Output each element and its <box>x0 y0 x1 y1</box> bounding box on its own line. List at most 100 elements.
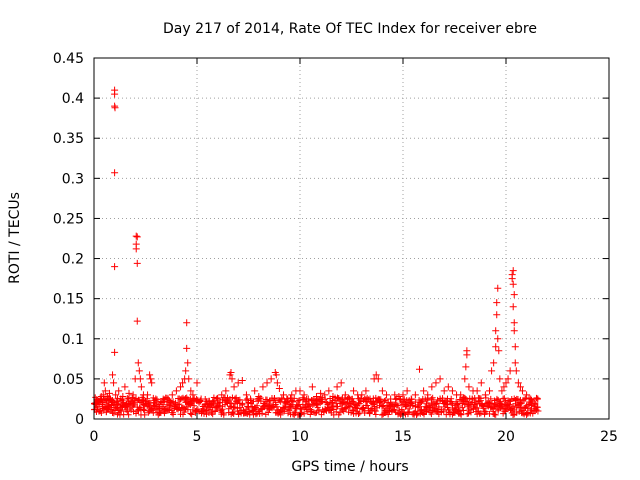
x-tick-label: 10 <box>291 429 309 445</box>
data-point <box>132 245 140 253</box>
data-point <box>222 387 230 395</box>
data-point <box>100 379 108 387</box>
data-point <box>509 303 517 311</box>
data-point <box>242 391 250 399</box>
noise-point <box>487 395 494 402</box>
noise-point <box>219 406 226 413</box>
data-point <box>333 383 341 391</box>
data-point <box>273 379 281 387</box>
data-point <box>234 379 242 387</box>
data-point <box>148 379 156 387</box>
noise-band <box>91 394 541 418</box>
noise-point <box>281 405 288 412</box>
noise-point <box>455 402 462 409</box>
noise-point <box>254 402 261 409</box>
noise-point <box>528 396 535 403</box>
noise-point <box>197 398 204 405</box>
data-point <box>187 387 195 395</box>
noise-point <box>477 395 484 402</box>
data-point <box>304 395 312 403</box>
y-tick-label: 0.1 <box>62 332 84 348</box>
data-point <box>284 395 292 403</box>
noise-point <box>301 410 308 417</box>
data-point <box>506 367 514 375</box>
noise-point <box>341 405 348 412</box>
data-point <box>514 379 522 387</box>
data-point <box>296 387 304 395</box>
noise-point <box>234 408 241 415</box>
noise-point <box>245 404 252 411</box>
data-point <box>160 397 168 405</box>
data-point <box>218 391 226 399</box>
data-point <box>463 347 471 355</box>
noise-point <box>103 409 110 416</box>
data-point <box>516 383 524 391</box>
data-point <box>362 387 370 395</box>
data-point <box>493 311 501 319</box>
data-point <box>465 383 473 391</box>
data-point <box>135 367 143 375</box>
data-point <box>197 395 205 403</box>
noise-point <box>372 411 379 418</box>
data-point <box>374 375 382 383</box>
noise-point <box>268 405 275 412</box>
noise-point <box>381 397 388 404</box>
y-tick-label: 0.45 <box>53 51 84 67</box>
noise-point <box>518 400 525 407</box>
noise-point <box>189 399 196 406</box>
y-tick-label: 0.4 <box>62 91 84 107</box>
data-point <box>182 367 190 375</box>
noise-point <box>118 408 125 415</box>
data-point <box>490 359 498 367</box>
noise-point <box>377 396 384 403</box>
data-point <box>407 395 415 403</box>
x-axis-label: GPS time / hours <box>291 459 408 475</box>
data-point <box>114 401 122 409</box>
noise-point <box>307 411 314 418</box>
noise-point <box>243 410 250 417</box>
data-point <box>146 371 154 379</box>
noise-point <box>125 411 132 418</box>
data-point <box>495 347 503 355</box>
x-tick-label: 5 <box>193 429 202 445</box>
data-point <box>228 375 236 383</box>
data-point <box>341 391 349 399</box>
data-point <box>300 391 308 399</box>
noise-point <box>393 402 400 409</box>
data-point <box>164 395 172 403</box>
noise-point <box>273 403 280 410</box>
noise-point <box>433 400 440 407</box>
data-point <box>492 343 500 351</box>
noise-point <box>187 410 194 417</box>
data-point <box>511 343 519 351</box>
noise-point <box>212 408 219 415</box>
data-point <box>275 385 283 393</box>
data-point <box>534 407 542 415</box>
data-point <box>337 379 345 387</box>
noise-point <box>454 401 461 408</box>
noise-point <box>395 402 402 409</box>
noise-point <box>313 401 320 408</box>
data-point <box>201 401 209 409</box>
data-point <box>125 389 133 397</box>
data-point <box>436 375 444 383</box>
data-point <box>461 375 469 383</box>
data-point <box>113 397 121 405</box>
data-point <box>308 383 316 391</box>
noise-point <box>521 396 528 403</box>
y-tick-label: 0.3 <box>62 171 84 187</box>
data-point <box>247 395 255 403</box>
noise-point <box>110 410 117 417</box>
data-point <box>533 403 541 411</box>
data-point <box>511 359 519 367</box>
y-axis-label: ROTI / TECUs <box>7 192 23 284</box>
data-point <box>150 399 158 407</box>
noise-point <box>239 400 246 407</box>
data-point <box>105 389 113 397</box>
data-point <box>110 379 118 387</box>
grid <box>94 58 609 419</box>
data-point <box>111 348 119 356</box>
noise-point <box>501 395 508 402</box>
data-point <box>508 275 516 283</box>
